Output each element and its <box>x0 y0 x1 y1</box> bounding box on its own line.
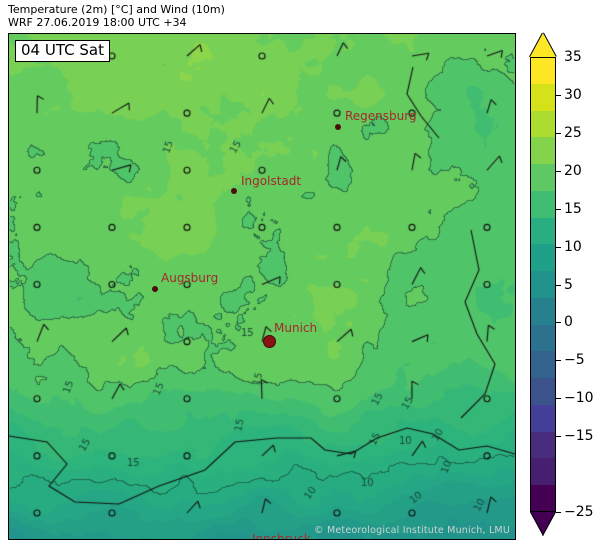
city-label-ingolstadt: Ingolstadt <box>241 174 302 188</box>
colorbar-tick-label: 15 <box>564 201 582 217</box>
colorbar-tick-label: 30 <box>564 87 582 103</box>
colorbar-tick-mark <box>556 285 561 286</box>
colorbar-tick-mark <box>556 436 561 437</box>
city-label-regensburg: Regensburg <box>345 109 417 123</box>
colorbar-segment <box>530 378 556 405</box>
colorbar-tick-label: −5 <box>564 352 585 368</box>
city-marker-regensburg[interactable] <box>335 124 341 130</box>
colorbar-tick-mark <box>556 95 561 96</box>
colorbar-tick-label: 25 <box>564 125 582 141</box>
temperature-field-canvas <box>9 34 515 539</box>
city-label-innsbruck: Innsbruck <box>252 532 311 540</box>
colorbar-segment <box>530 271 556 298</box>
colorbar-tick-mark <box>556 512 561 513</box>
colorbar-tick-label: 35 <box>564 49 582 65</box>
title-block: Temperature (2m) [°C] and Wind (10m) WRF… <box>8 3 225 29</box>
colorbar-tick-mark <box>556 171 561 172</box>
page-title: Temperature (2m) [°C] and Wind (10m) <box>8 3 225 16</box>
map-panel[interactable]: 04 UTC Sat Regensburg Ingolstadt Augsburg M… <box>8 33 516 540</box>
colorbar-segment <box>530 84 556 111</box>
colorbar-tick-label: 20 <box>564 163 582 179</box>
copyright-credit: © Meteorological Institute Munich, LMU <box>314 525 510 536</box>
city-marker-munich[interactable] <box>262 334 276 348</box>
colorbar-segment <box>530 137 556 164</box>
colorbar-segment <box>530 485 556 512</box>
colorbar-tick-label: −15 <box>564 428 594 444</box>
colorbar-segment <box>530 191 556 218</box>
colorbar-tick-mark <box>556 247 561 248</box>
colorbar-segment <box>530 244 556 271</box>
colorbar-gradient <box>530 57 556 512</box>
colorbar-tick-label: 10 <box>564 239 582 255</box>
city-marker-ingolstadt[interactable] <box>231 188 237 194</box>
colorbar-tick-label: −25 <box>564 504 594 520</box>
colorbar-tick-mark <box>556 322 561 323</box>
colorbar-segment <box>530 458 556 485</box>
colorbar-segment <box>530 325 556 351</box>
colorbar-segment <box>530 164 556 191</box>
colorbar-tick-label: −10 <box>564 390 594 406</box>
colorbar[interactable]: 35 30 25 20 15 10 5 0 −5 −10 −15 −25 <box>529 32 603 540</box>
colorbar-tick-mark <box>556 398 561 399</box>
colorbar-segment <box>530 111 556 137</box>
valid-time-stamp: 04 UTC Sat <box>15 40 110 62</box>
colorbar-segment <box>530 351 556 378</box>
colorbar-segment <box>530 405 556 432</box>
colorbar-segment <box>530 298 556 325</box>
city-marker-augsburg[interactable] <box>152 286 158 292</box>
colorbar-tick-mark <box>556 209 561 210</box>
city-label-munich: Munich <box>274 321 318 335</box>
colorbar-segment <box>530 432 556 458</box>
city-label-augsburg: Augsburg <box>161 271 219 285</box>
colorbar-segment <box>530 218 556 244</box>
colorbar-tick-mark <box>556 360 561 361</box>
colorbar-segment <box>530 57 556 84</box>
colorbar-tick-label: 5 <box>564 277 573 293</box>
colorbar-tick-label: 0 <box>564 314 573 330</box>
model-run-subtitle: WRF 27.06.2019 18:00 UTC +34 <box>8 16 187 29</box>
colorbar-tick-mark <box>556 133 561 134</box>
